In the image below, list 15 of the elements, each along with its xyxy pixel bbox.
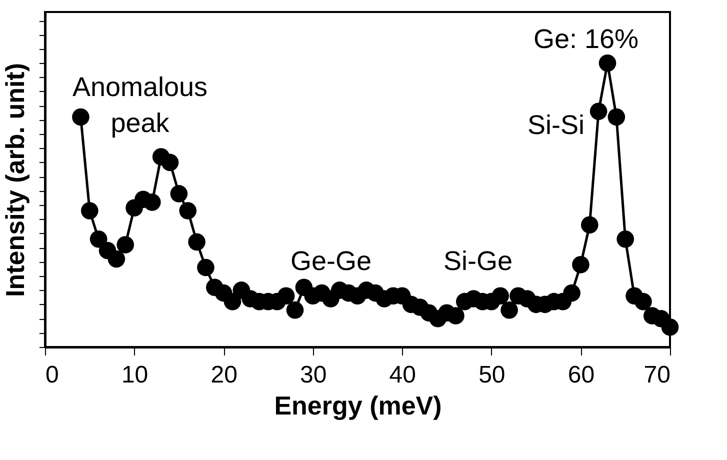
x-tick-label: 60 — [568, 362, 595, 388]
x-tick-label: 70 — [644, 362, 670, 388]
x-tick-label: 40 — [389, 362, 416, 388]
x-tick-label: 20 — [210, 362, 238, 388]
x-tick-label: 30 — [300, 362, 327, 388]
x-tick-label: 10 — [121, 362, 148, 388]
x-tick-label: 50 — [478, 362, 506, 388]
annotation: Ge-Ge — [290, 246, 372, 276]
y-axis-title: Intensity (arb. unit) — [0, 63, 30, 297]
x-axis-title: Energy (meV) — [274, 390, 442, 420]
annotation: Anomalous peak — [72, 72, 208, 138]
annotation: Si-Si — [527, 110, 585, 140]
text: Ge: 16% — [533, 24, 639, 54]
x-tick-label: 0 — [46, 362, 59, 388]
annotation: Si-Ge — [443, 246, 513, 276]
